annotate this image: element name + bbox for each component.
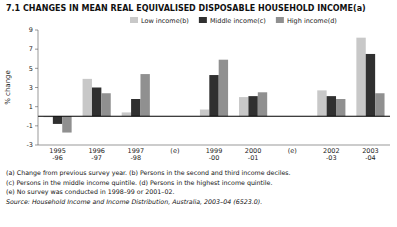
bar [83,79,92,116]
x-tick-label-line: -97 [91,154,102,162]
x-tick-label-line: -00 [209,154,220,162]
bar [248,96,257,116]
x-tick-label-line: -96 [52,154,63,162]
bar [62,116,71,132]
y-tick [35,145,38,146]
bar [101,93,110,116]
x-tick-label: 1995-96 [49,147,66,162]
x-tick-label-line: (e) [288,147,297,155]
legend-label: High income(d) [287,17,337,25]
x-tick-label: 2002-03 [323,147,340,162]
x-axis [38,145,390,146]
legend-swatch [130,17,138,23]
annotation: (e) No survey was conducted in 1998–99 o… [6,188,175,196]
bar [131,99,140,116]
x-tick-label: 1997-98 [128,147,145,162]
y-tick-label: 3 [29,84,33,92]
bar [219,60,228,117]
zero-line [38,116,390,117]
y-tick-label: 1 [29,103,33,111]
bar [200,110,209,117]
bar [336,99,345,116]
legend-swatch [199,17,207,23]
y-tick-label: 7 [29,45,33,53]
x-tick-label: (e) [170,147,179,155]
y-tick [35,49,38,50]
bar [92,88,101,117]
x-tick-label-line: -01 [248,154,259,162]
bar [122,112,131,116]
y-tick-label: 9 [29,26,33,34]
bar [209,75,218,116]
x-tick-label: 1999-00 [206,147,223,162]
annotation: Source: Household Income and Income Dist… [6,198,262,205]
y-tick-label: 5 [29,65,33,73]
y-tick [35,125,38,126]
x-tick-label: 2003-04 [362,147,379,162]
bar [327,96,336,116]
y-tick-label: -3 [27,141,33,149]
x-tick-label: 1996-97 [88,147,105,162]
x-tick-label-line: -98 [130,154,141,162]
bars [43,38,384,133]
y-axis-label: % change [4,70,12,105]
bar [239,97,248,116]
y-tick [35,30,38,31]
x-tick-label-line: -03 [326,154,337,162]
x-tick-label-line: -04 [365,154,376,162]
chart-container: 7.1 CHANGES IN MEAN REAL EQUIVALISED DIS… [0,0,397,227]
y-tick-label: -1 [27,122,33,130]
x-tick-label: (e) [288,147,297,155]
legend-label: Low income(b) [141,17,189,25]
title: 7.1 CHANGES IN MEAN REAL EQUIVALISED DIS… [6,4,366,13]
bar [258,92,267,116]
bar [375,93,384,116]
bar [140,74,149,116]
y-tick [35,106,38,107]
x-tick-label: 2000-01 [245,147,262,162]
bar [53,116,62,124]
bar [366,54,375,116]
legend: Low income(b) Middle income(c) High income… [130,17,337,25]
y-tick [35,68,38,69]
x-tick-label-line: (e) [170,147,179,155]
legend-swatch [276,17,284,23]
legend-label: Middle income(c) [210,17,266,25]
y-tick [35,87,38,88]
chart: 7.1 CHANGES IN MEAN REAL EQUIVALISED DIS… [0,0,397,227]
bar [317,90,326,116]
bar [356,38,365,117]
annotation: (a) Change from previous survey year. (b… [6,169,291,177]
annotation: (c) Persons in the middle income quintil… [6,179,272,187]
